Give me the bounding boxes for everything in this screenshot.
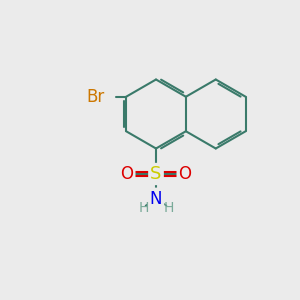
Text: H: H bbox=[138, 201, 148, 214]
Text: O: O bbox=[121, 165, 134, 183]
Text: S: S bbox=[150, 165, 162, 183]
Text: N: N bbox=[150, 190, 162, 208]
Text: O: O bbox=[178, 165, 191, 183]
Text: Br: Br bbox=[86, 88, 104, 106]
Text: H: H bbox=[164, 201, 174, 214]
